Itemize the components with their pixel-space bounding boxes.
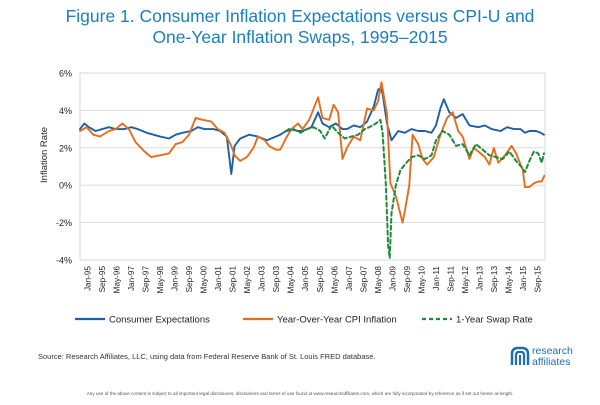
x-tick-label: Sep-99 [185, 266, 194, 293]
y-tick-label: 2% [59, 143, 72, 153]
x-tick-label: Sep-95 [98, 266, 107, 293]
y-tick-labels: -4% -2% 0% 2% 4% 6% [56, 69, 72, 266]
x-tick-label: May-10 [417, 266, 426, 294]
title-line-2: One-Year Inflation Swaps, 1995–2015 [152, 27, 448, 47]
legend-label: Year-Over-Year CPI Inflation [277, 315, 397, 326]
legal-disclaimer: Any use of the above content is subject … [86, 391, 514, 396]
x-tick-label: May-14 [505, 266, 514, 294]
x-tick-label: Jan-15 [519, 266, 528, 291]
y-tick-label: 4% [59, 106, 72, 116]
line-chart: -4% -2% 0% 2% 4% 6% Jan-95 Sep-95 May-96 Jan-97 S… [39, 69, 546, 326]
x-tick-label: Jan-01 [214, 266, 223, 291]
x-tick-label: Sep-01 [229, 266, 238, 293]
x-tick-label: May-98 [156, 266, 165, 294]
x-tick-labels: Jan-95 Sep-95 May-96 Jan-97 Sep-97 May-98 Jan-… [83, 266, 542, 294]
x-tick-label: Sep-09 [403, 266, 412, 293]
legend-label: 1-Year Swap Rate [456, 315, 533, 326]
legend-label: Consumer Expectations [109, 315, 210, 326]
x-tick-label: May-08 [374, 266, 383, 294]
legend: Consumer Expectations Year-Over-Year CPI … [75, 315, 533, 326]
logo-line-1: research [532, 345, 573, 357]
x-tick-label: Sep-07 [359, 266, 368, 293]
logo-mark-icon [510, 346, 530, 365]
series-line-1 [79, 81, 546, 224]
x-tick-label: May-04 [287, 266, 296, 294]
x-tick-label: Jan-11 [432, 266, 441, 291]
x-tick-label: Sep-11 [447, 266, 456, 292]
x-tick-label: Jan-07 [345, 266, 354, 291]
series-line-2 [285, 118, 545, 260]
x-tick-label: Jan-95 [83, 266, 92, 291]
source-note: Source: Research Affiliates, LLC, using … [38, 352, 376, 361]
series-lines [79, 81, 546, 260]
x-tick-label: Jan-09 [388, 266, 397, 291]
y-tick-label: -4% [56, 256, 72, 266]
plot-area-border [79, 72, 546, 261]
x-tick-label: Sep-13 [490, 266, 499, 293]
y-axis-label: Inflation Rate [39, 127, 50, 183]
x-tick-label: Jan-03 [258, 266, 267, 291]
y-tick-label: 6% [59, 69, 72, 79]
grid-lines [79, 72, 546, 261]
x-tick-label: Sep-97 [141, 266, 150, 293]
chart-title: Figure 1. Consumer Inflation Expectation… [0, 6, 600, 48]
x-tick-label: May-00 [200, 266, 209, 294]
x-tick-label: May-12 [461, 266, 470, 294]
x-tick-label: Sep-03 [272, 266, 281, 293]
x-tick-label: Jan-05 [301, 266, 310, 291]
research-affiliates-logo: research affiliates [510, 345, 596, 375]
x-tick-label: May-96 [112, 266, 121, 294]
x-tick-label: Jan-97 [127, 266, 136, 291]
x-tick-label: Sep-05 [316, 266, 325, 293]
logo-text: research affiliates [532, 346, 573, 368]
y-tick-label: 0% [59, 181, 72, 191]
x-tick-label: Jan-99 [170, 266, 179, 291]
title-line-1: Figure 1. Consumer Inflation Expectation… [65, 6, 535, 26]
x-tick-label: Jan-13 [476, 266, 485, 291]
x-tick-label: Sep-15 [534, 266, 543, 293]
x-tick-label: May-06 [330, 266, 339, 294]
x-tick-label: May-02 [243, 266, 252, 294]
logo-line-2: affiliates [532, 356, 571, 368]
y-tick-label: -2% [56, 218, 72, 228]
series-line-0 [79, 87, 545, 175]
